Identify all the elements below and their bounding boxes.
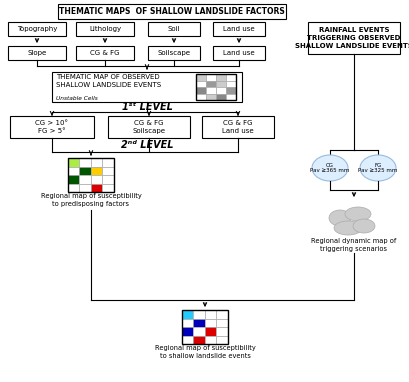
Bar xyxy=(102,183,114,192)
Bar xyxy=(8,46,66,60)
Bar xyxy=(225,87,236,94)
Text: RAINFALL EVENTS
TRIGGERING OBSERVED
SHALLOW LANDSLIDE EVENTS: RAINFALL EVENTS TRIGGERING OBSERVED SHAL… xyxy=(294,28,409,49)
Bar xyxy=(204,335,216,344)
Bar xyxy=(202,116,273,138)
Bar xyxy=(68,175,79,183)
Text: CG & FG
Land use: CG & FG Land use xyxy=(222,120,253,134)
Bar xyxy=(148,22,200,36)
Bar xyxy=(205,87,216,94)
Bar xyxy=(68,158,79,167)
Bar xyxy=(216,335,227,344)
Bar xyxy=(196,94,205,100)
Bar xyxy=(216,319,227,327)
Bar xyxy=(79,167,91,175)
Text: Regional map of susceptibility
to predisposing factors: Regional map of susceptibility to predis… xyxy=(40,193,141,207)
Ellipse shape xyxy=(328,210,350,226)
Bar xyxy=(196,74,236,100)
Bar xyxy=(196,74,205,81)
Bar xyxy=(182,319,193,327)
Bar xyxy=(91,183,102,192)
Bar xyxy=(68,158,114,192)
Bar xyxy=(10,116,94,138)
Ellipse shape xyxy=(311,155,347,181)
Bar xyxy=(68,167,79,175)
Bar xyxy=(102,158,114,167)
Bar xyxy=(216,94,225,100)
Bar xyxy=(225,74,236,81)
Text: Topography: Topography xyxy=(17,26,57,32)
Bar xyxy=(91,167,102,175)
Text: Regional dynamic map of
triggering scenarios: Regional dynamic map of triggering scena… xyxy=(310,238,396,252)
Bar xyxy=(76,46,134,60)
Text: Regional map of susceptibility
to shallow landslide events: Regional map of susceptibility to shallo… xyxy=(154,345,255,359)
Text: THEMATIC MAPS  OF SHALLOW LANDSLIDE FACTORS: THEMATIC MAPS OF SHALLOW LANDSLIDE FACTO… xyxy=(59,7,284,16)
Bar xyxy=(213,22,264,36)
Bar xyxy=(8,22,66,36)
Bar xyxy=(205,81,216,87)
Text: Slope: Slope xyxy=(27,50,47,56)
Text: THEMATIC MAP OF OBSERVED
SHALLOW LANDSLIDE EVENTS: THEMATIC MAP OF OBSERVED SHALLOW LANDSLI… xyxy=(56,74,161,88)
Bar xyxy=(205,94,216,100)
Bar xyxy=(307,22,399,54)
Bar xyxy=(196,81,205,87)
Bar xyxy=(193,335,204,344)
Bar xyxy=(108,116,189,138)
Text: Unstable Cells: Unstable Cells xyxy=(56,96,97,100)
Bar xyxy=(193,319,204,327)
Bar xyxy=(216,74,225,81)
Text: Land use: Land use xyxy=(222,50,254,56)
Text: FG
Pav ≥325 mm: FG Pav ≥325 mm xyxy=(357,163,397,173)
Bar xyxy=(196,87,205,94)
Ellipse shape xyxy=(344,207,370,221)
Bar xyxy=(148,46,200,60)
Bar xyxy=(216,87,225,94)
Bar xyxy=(204,319,216,327)
Bar xyxy=(182,327,193,335)
Text: 2ⁿᵈ LEVEL: 2ⁿᵈ LEVEL xyxy=(121,140,173,150)
Bar xyxy=(91,175,102,183)
Text: 1ˢᵗ LEVEL: 1ˢᵗ LEVEL xyxy=(121,102,172,112)
Bar xyxy=(76,22,134,36)
Bar xyxy=(182,310,193,319)
Ellipse shape xyxy=(352,219,374,233)
Ellipse shape xyxy=(359,155,395,181)
Bar xyxy=(79,183,91,192)
Bar xyxy=(102,175,114,183)
Bar xyxy=(204,310,216,319)
Bar xyxy=(216,81,225,87)
Text: CG & FG
Soilscape: CG & FG Soilscape xyxy=(132,120,165,134)
Bar xyxy=(225,81,236,87)
Bar xyxy=(91,158,102,167)
Bar xyxy=(182,310,227,344)
Text: Land use: Land use xyxy=(222,26,254,32)
Bar xyxy=(216,310,227,319)
Text: CG & FG: CG & FG xyxy=(90,50,119,56)
Bar xyxy=(79,158,91,167)
Text: Soilscape: Soilscape xyxy=(157,50,190,56)
Ellipse shape xyxy=(333,221,361,235)
Text: Soil: Soil xyxy=(167,26,180,32)
Bar xyxy=(213,46,264,60)
Bar xyxy=(182,335,193,344)
Bar xyxy=(68,183,79,192)
Bar xyxy=(52,72,241,102)
Bar xyxy=(58,4,285,19)
Bar xyxy=(193,310,204,319)
Text: CG > 10°
FG > 5°: CG > 10° FG > 5° xyxy=(36,120,68,134)
Bar xyxy=(204,327,216,335)
Text: CG
Pav ≥365 mm: CG Pav ≥365 mm xyxy=(310,163,349,173)
Bar xyxy=(79,175,91,183)
Bar xyxy=(102,167,114,175)
Text: Lithology: Lithology xyxy=(89,26,121,32)
Bar xyxy=(193,327,204,335)
Bar xyxy=(225,94,236,100)
Bar xyxy=(216,327,227,335)
Bar xyxy=(205,74,216,81)
